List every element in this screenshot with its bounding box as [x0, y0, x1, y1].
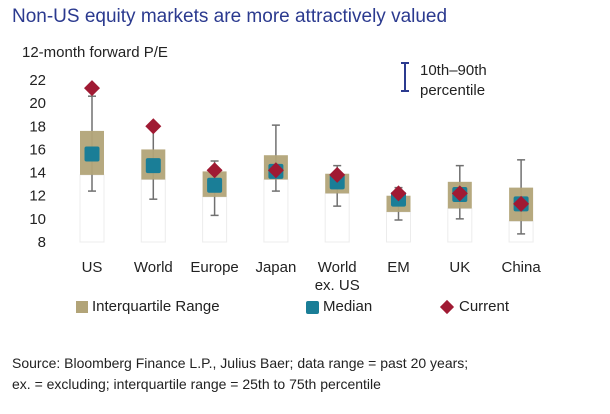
- legend-item-median: Median: [306, 298, 372, 315]
- y-tick-label: 20: [29, 95, 46, 112]
- x-category-label: ex. US: [315, 277, 360, 294]
- current-marker: [84, 80, 100, 97]
- y-tick-label: 16: [29, 141, 46, 158]
- source-line-1: Source: Bloomberg Finance L.P., Julius B…: [12, 355, 469, 371]
- y-tick-label: 18: [29, 118, 46, 135]
- y-tick-label: 8: [38, 234, 46, 251]
- source-note: Source: Bloomberg Finance L.P., Julius B…: [12, 353, 602, 395]
- y-tick-label: 14: [29, 165, 46, 182]
- current-marker: [206, 162, 223, 179]
- x-category-label: Japan: [255, 259, 296, 276]
- y-tick-label: 22: [29, 72, 46, 89]
- current-marker: [390, 185, 407, 202]
- x-category-label: World: [318, 259, 357, 276]
- percentile-range-key: 10th–90th percentile: [420, 61, 487, 101]
- x-category-label: Europe: [190, 259, 238, 276]
- current-swatch: [439, 299, 455, 315]
- x-category-label: UK: [449, 259, 470, 276]
- chart-title: Non-US equity markets are more attractiv…: [12, 6, 448, 27]
- current-marker: [145, 118, 162, 135]
- legend-current-label: Current: [459, 298, 510, 315]
- legend-item-current: Current: [439, 298, 510, 315]
- legend-iqr-label: Interquartile Range: [92, 298, 220, 315]
- y-axis-label: 12-month forward P/E: [22, 44, 168, 61]
- y-tick-label: 10: [29, 211, 46, 228]
- median-swatch: [306, 300, 319, 314]
- median-marker: [84, 146, 100, 162]
- current-marker: [329, 166, 346, 183]
- current-marker: [267, 162, 284, 179]
- legend-median-label: Median: [323, 298, 373, 315]
- current-marker: [513, 195, 530, 212]
- legend-item-iqr: Interquartile Range: [76, 298, 220, 315]
- current-marker: [451, 185, 468, 202]
- x-category-label: World: [134, 259, 173, 276]
- iqr-swatch: [76, 301, 88, 314]
- percentile-range-key-icon: [401, 62, 409, 92]
- range-key-line-1: 10th–90th: [420, 62, 487, 79]
- median-marker: [207, 177, 223, 193]
- source-line-2: ex. = excluding; interquartile range = 2…: [12, 376, 381, 392]
- x-category-label: China: [501, 259, 541, 276]
- range-key-line-2: percentile: [420, 82, 486, 99]
- y-tick-label: 12: [29, 188, 46, 205]
- x-category-label: US: [82, 259, 103, 276]
- x-category-label: EM: [387, 259, 410, 276]
- median-marker: [145, 158, 161, 174]
